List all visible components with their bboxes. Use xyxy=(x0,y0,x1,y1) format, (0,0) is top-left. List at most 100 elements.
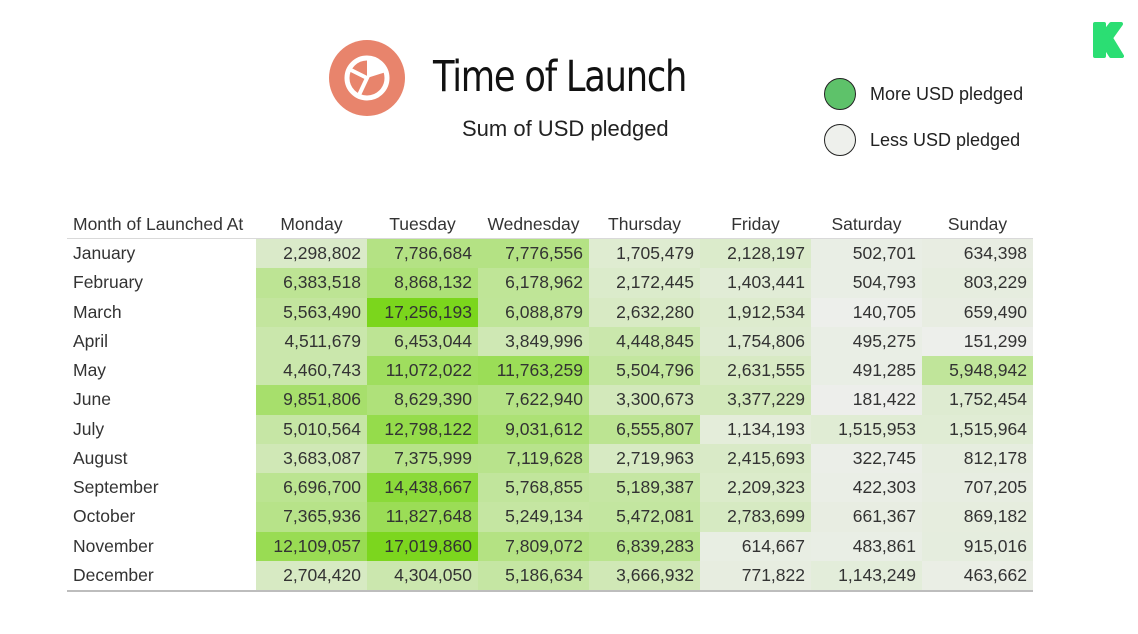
heat-cell: 9,031,612 xyxy=(478,414,589,444)
heat-cell: 5,249,134 xyxy=(478,502,589,532)
heat-cell: 6,178,962 xyxy=(478,268,589,298)
heat-cell: 1,752,454 xyxy=(922,385,1033,415)
column-header: Saturday xyxy=(811,210,922,239)
heat-cell: 11,827,648 xyxy=(367,502,478,532)
column-header: Thursday xyxy=(589,210,700,239)
column-header: Sunday xyxy=(922,210,1033,239)
heat-cell: 1,515,953 xyxy=(811,414,922,444)
column-header: Friday xyxy=(700,210,811,239)
heat-cell: 4,460,743 xyxy=(256,356,367,386)
heat-cell: 12,798,122 xyxy=(367,414,478,444)
heat-cell: 422,303 xyxy=(811,473,922,503)
row-label: March xyxy=(67,297,256,327)
row-label: January xyxy=(67,238,256,269)
heat-cell: 3,666,932 xyxy=(589,560,700,593)
row-label: April xyxy=(67,326,256,356)
legend-swatch-more xyxy=(824,78,856,110)
heat-cell: 17,019,860 xyxy=(367,531,478,561)
table-row: March 5,563,490 17,256,193 6,088,879 2,632,2… xyxy=(67,297,1033,327)
heat-cell: 2,128,197 xyxy=(700,238,811,269)
heat-cell: 8,868,132 xyxy=(367,268,478,298)
heat-cell: 1,754,806 xyxy=(700,326,811,356)
heat-cell: 771,822 xyxy=(700,560,811,593)
heat-cell: 322,745 xyxy=(811,443,922,473)
heat-cell: 491,285 xyxy=(811,356,922,386)
heat-cell: 4,511,679 xyxy=(256,326,367,356)
heat-cell: 5,768,855 xyxy=(478,473,589,503)
table-row: November 12,109,057 17,019,860 7,809,072 6,8… xyxy=(67,531,1033,561)
heat-cell: 6,696,700 xyxy=(256,473,367,503)
header-row: Month of Launched At Monday Tuesday Wedn… xyxy=(67,210,1033,239)
row-label: June xyxy=(67,385,256,415)
heat-cell: 12,109,057 xyxy=(256,531,367,561)
row-header-label: Month of Launched At xyxy=(67,210,256,239)
heat-cell: 495,275 xyxy=(811,326,922,356)
heat-cell: 7,776,556 xyxy=(478,238,589,269)
row-label: October xyxy=(67,502,256,532)
heat-cell: 7,622,940 xyxy=(478,385,589,415)
table-row: October 7,365,936 11,827,648 5,249,134 5,472… xyxy=(67,502,1033,532)
legend-label-more: More USD pledged xyxy=(870,84,1024,104)
heat-cell: 11,763,259 xyxy=(478,356,589,386)
heat-cell: 463,662 xyxy=(922,560,1033,593)
row-label: November xyxy=(67,531,256,561)
heat-cell: 2,209,323 xyxy=(700,473,811,503)
heat-cell: 7,786,684 xyxy=(367,238,478,269)
table-row: December 2,704,420 4,304,050 5,186,634 3,666… xyxy=(67,560,1033,593)
heat-cell: 2,632,280 xyxy=(589,297,700,327)
heat-cell: 6,453,044 xyxy=(367,326,478,356)
table-row: June 9,851,806 8,629,390 7,622,940 3,300,673… xyxy=(67,385,1033,415)
table-row: April 4,511,679 6,453,044 3,849,996 4,448,84… xyxy=(67,326,1033,356)
heat-cell: 6,555,807 xyxy=(589,414,700,444)
heat-cell: 7,365,936 xyxy=(256,502,367,532)
heat-cell: 3,300,673 xyxy=(589,385,700,415)
heat-cell: 504,793 xyxy=(811,268,922,298)
heat-cell: 151,299 xyxy=(922,326,1033,356)
table-row: February 6,383,518 8,868,132 6,178,962 2,172… xyxy=(67,268,1033,298)
heat-cell: 5,189,387 xyxy=(589,473,700,503)
heat-cell: 181,422 xyxy=(811,385,922,415)
heat-cell: 3,849,996 xyxy=(478,326,589,356)
heat-cell: 3,377,229 xyxy=(700,385,811,415)
row-label: September xyxy=(67,473,256,503)
heat-cell: 9,851,806 xyxy=(256,385,367,415)
heat-cell: 1,515,964 xyxy=(922,414,1033,444)
heat-cell: 5,186,634 xyxy=(478,560,589,593)
heat-cell: 3,683,087 xyxy=(256,443,367,473)
row-label: December xyxy=(67,560,256,593)
heat-cell: 1,403,441 xyxy=(700,268,811,298)
page-title: Time of Launch xyxy=(433,52,687,102)
heat-cell: 707,205 xyxy=(922,473,1033,503)
row-label: February xyxy=(67,268,256,298)
heat-cell: 915,016 xyxy=(922,531,1033,561)
table-row: September 6,696,700 14,438,667 5,768,855 5,1… xyxy=(67,473,1033,503)
heat-cell: 2,704,420 xyxy=(256,560,367,593)
heat-cell: 2,415,693 xyxy=(700,443,811,473)
heat-cell: 4,304,050 xyxy=(367,560,478,593)
row-label: May xyxy=(67,356,256,386)
heat-cell: 1,912,534 xyxy=(700,297,811,327)
heat-cell: 812,178 xyxy=(922,443,1033,473)
heat-cell: 6,383,518 xyxy=(256,268,367,298)
legend-label-less: Less USD pledged xyxy=(870,130,1021,150)
heat-cell: 803,229 xyxy=(922,268,1033,298)
heat-cell: 2,298,802 xyxy=(256,238,367,269)
heat-cell: 6,839,283 xyxy=(589,531,700,561)
heat-cell: 17,256,193 xyxy=(367,297,478,327)
heat-cell: 5,948,942 xyxy=(922,356,1033,386)
heat-cell: 7,119,628 xyxy=(478,443,589,473)
heat-cell: 661,367 xyxy=(811,502,922,532)
heat-cell: 7,809,072 xyxy=(478,531,589,561)
heat-cell: 1,143,249 xyxy=(811,560,922,593)
column-header: Tuesday xyxy=(367,210,478,239)
heat-cell: 2,719,963 xyxy=(589,443,700,473)
heat-cell: 6,088,879 xyxy=(478,297,589,327)
heat-cell: 483,861 xyxy=(811,531,922,561)
column-header: Wednesday xyxy=(478,210,589,239)
heat-cell: 4,448,845 xyxy=(589,326,700,356)
pie-chart-icon xyxy=(329,40,405,116)
kickstarter-logo-icon xyxy=(1093,22,1124,58)
heat-cell: 8,629,390 xyxy=(367,385,478,415)
heat-cell: 2,172,445 xyxy=(589,268,700,298)
heat-cell: 2,631,555 xyxy=(700,356,811,386)
